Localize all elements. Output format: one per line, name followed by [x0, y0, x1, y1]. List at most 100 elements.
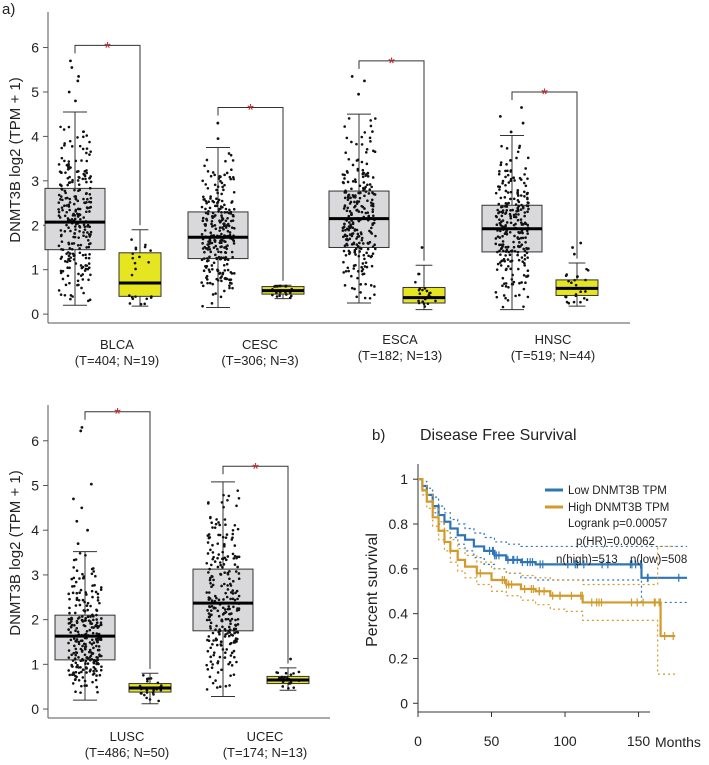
UCEC-tumor-point	[233, 563, 237, 566]
ESCA-tumor-point	[368, 240, 372, 244]
UCEC-tumor-point	[233, 554, 237, 558]
CESC-tumor-point	[219, 239, 222, 243]
LUSC-normal-point	[151, 691, 155, 695]
UCEC-tumor-point	[211, 526, 214, 529]
UCEC-tumor-point	[230, 664, 234, 667]
HNSC-normal-point	[579, 300, 582, 304]
UCEC-tumor-point	[234, 637, 238, 640]
BLCA-tumor-point	[83, 228, 87, 231]
LUSC-tumor-point	[98, 601, 101, 605]
CESC-tumor-point	[202, 269, 206, 273]
HNSC-tumor-outlier	[520, 106, 523, 109]
LUSC-tumor-outlier	[80, 425, 84, 429]
LUSC-tumor-point	[72, 637, 76, 640]
BLCA-tumor-point	[60, 240, 64, 243]
LUSC-tumor-point	[75, 621, 79, 624]
CESC-tumor-point	[232, 175, 235, 179]
CESC-tumor-point	[230, 272, 234, 275]
UCEC-tumor-point	[216, 609, 220, 613]
BLCA-tumor-point	[84, 264, 87, 267]
CESC-tumor-point	[213, 183, 217, 187]
BLCA-tumor-point	[88, 176, 92, 180]
UCEC-tumor-point	[207, 536, 211, 540]
LUSC-tumor-outlier	[86, 528, 89, 532]
LUSC-tumor-point	[75, 596, 79, 600]
CESC-tumor-point	[217, 250, 220, 254]
ESCA-tumor-point	[344, 189, 347, 192]
HNSC-tumor-point	[518, 144, 522, 148]
BLCA-tumor-point	[69, 256, 73, 259]
LUSC-tumor-point	[93, 583, 96, 587]
BLCA-tumor-point	[68, 197, 72, 201]
BLCA-tumor-point	[85, 151, 88, 155]
HNSC-tumor-point	[498, 188, 501, 191]
BLCA-normal-point	[144, 243, 147, 247]
CESC-tumor-point	[220, 216, 224, 219]
CESC-tumor-point	[208, 247, 212, 251]
BLCA-tumor-point	[88, 192, 92, 196]
UCEC-tumor-point	[218, 632, 221, 636]
ESCA-tumor-point	[372, 192, 376, 196]
UCEC-tumor-point	[235, 555, 239, 559]
survival-x-tick-label: 0	[414, 733, 422, 749]
HNSC-normal-point	[565, 273, 568, 276]
ESCA-normal-point	[429, 291, 432, 295]
LUSC-tumor-point	[68, 611, 71, 615]
BLCA-normal-point	[128, 302, 132, 305]
UCEC-tumor-point	[226, 617, 230, 621]
HNSC-tumor-point	[501, 276, 505, 280]
LUSC-tumor-point	[70, 663, 73, 667]
UCEC-normal-point	[289, 681, 292, 685]
LUSC-tumor-point	[89, 615, 92, 618]
UCEC-tumor-point	[226, 572, 230, 576]
HNSC-tumor-point	[526, 191, 529, 195]
UCEC-normal-point	[289, 673, 293, 676]
BLCA-tumor-point	[78, 230, 81, 233]
LUSC-tumor-point	[92, 641, 96, 644]
BLCA-tumor-point	[87, 245, 91, 249]
ESCA-tumor-point	[357, 234, 361, 238]
UCEC-tumor-point	[236, 565, 239, 569]
HNSC-normal-outlier	[579, 241, 583, 245]
HNSC-tumor-point	[499, 161, 503, 164]
ESCA-normal-point	[414, 280, 417, 284]
HNSC-tumor-point	[526, 247, 529, 251]
group-name-LUSC: LUSC	[110, 729, 145, 744]
BLCA-tumor-point	[79, 217, 82, 221]
LUSC-tumor-point	[85, 671, 88, 674]
ESCA-tumor-point	[355, 237, 358, 240]
ESCA-tumor-point	[357, 210, 361, 213]
ESCA-tumor-point	[362, 189, 365, 192]
BLCA-tumor-point	[80, 286, 83, 290]
UCEC-normal-point	[292, 672, 295, 675]
CESC-tumor-point	[223, 173, 226, 177]
CESC-tumor-point	[217, 177, 221, 180]
UCEC-tumor-point	[211, 643, 214, 646]
HNSC-tumor-point	[526, 223, 530, 227]
panel-a-boxes: * * * *	[44, 38, 599, 311]
ESCA-tumor-point	[344, 253, 348, 257]
ESCA-tumor-point	[354, 263, 357, 267]
CESC-tumor-point	[223, 211, 227, 214]
HNSC-tumor-point	[498, 170, 501, 173]
UCEC-tumor-point	[207, 635, 211, 638]
HNSC-tumor-point	[525, 251, 529, 255]
UCEC-tumor-point	[205, 561, 209, 565]
CESC-tumor-point	[219, 205, 223, 208]
ESCA-tumor-point	[348, 210, 352, 213]
HNSC-tumor-outlier	[509, 130, 513, 134]
LUSC-tumor-point	[67, 592, 71, 596]
UCEC-tumor-point	[217, 598, 221, 602]
UCEC-tumor-point	[219, 643, 223, 646]
HNSC-tumor-point	[526, 295, 530, 299]
HNSC-normal-point	[582, 297, 586, 300]
LUSC-tumor-point	[79, 639, 83, 643]
UCEC-tumor-point	[211, 583, 215, 587]
LUSC-tumor-point	[77, 656, 80, 659]
UCEC-tumor-point	[214, 522, 218, 526]
high-survival-curve	[418, 478, 676, 638]
UCEC-tumor-point	[235, 504, 238, 508]
UCEC-tumor-point	[236, 527, 240, 531]
UCEC-tumor-point	[212, 578, 215, 582]
BLCA-tumor-point	[58, 183, 62, 186]
